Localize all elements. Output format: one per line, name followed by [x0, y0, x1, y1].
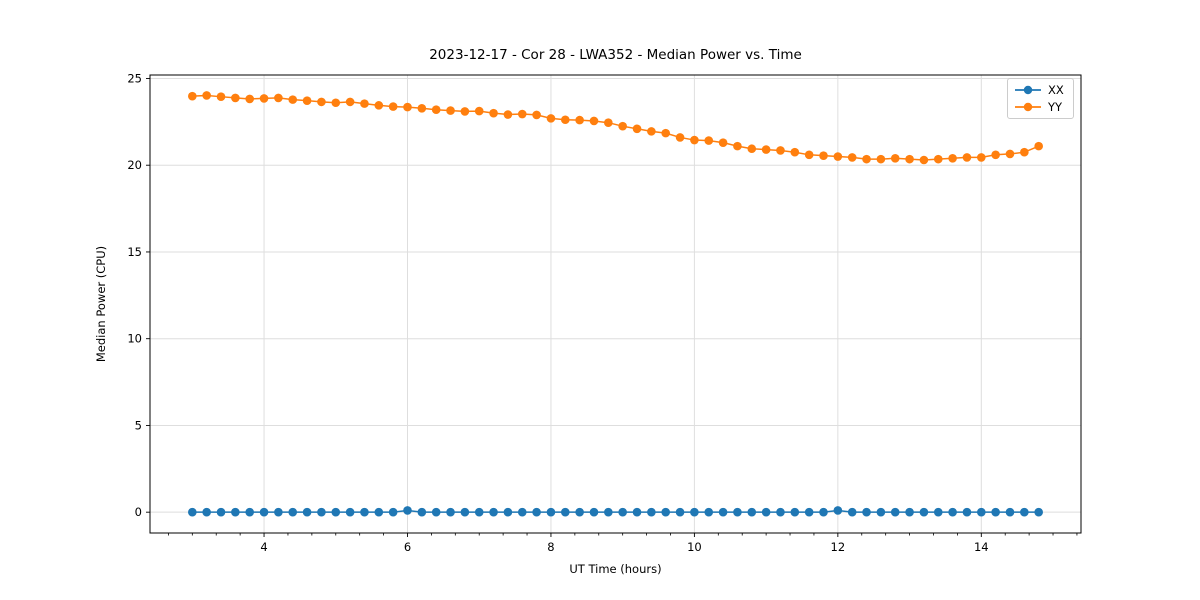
legend: XX YY: [1007, 78, 1074, 119]
y-tick-label: 15: [127, 245, 142, 259]
y-tick-label: 5: [135, 418, 142, 432]
gridlines: [150, 75, 1081, 533]
chart-title: 2023-12-17 - Cor 28 - LWA352 - Median Po…: [429, 47, 802, 63]
legend-label-yy: YY: [1048, 100, 1063, 114]
series-xx: [188, 506, 1043, 517]
y-tick-label: 10: [127, 332, 142, 346]
y-tick-label: 0: [135, 505, 142, 519]
legend-item-xx: XX: [1014, 83, 1064, 97]
x-tick-label: 8: [547, 540, 554, 554]
series-yy: [188, 91, 1043, 165]
x-tick-label: 4: [260, 540, 267, 554]
legend-marker-xx-icon: [1015, 85, 1041, 95]
x-axis-label: UT Time (hours): [569, 562, 662, 576]
axes-spines: [149, 74, 1082, 534]
legend-item-yy: YY: [1014, 100, 1064, 114]
y-tick-label: 25: [127, 71, 142, 85]
x-tick-label: 6: [404, 540, 411, 554]
legend-label-xx: XX: [1048, 83, 1064, 97]
x-tick-label: 12: [831, 540, 846, 554]
x-tick-label: 14: [974, 540, 989, 554]
x-ticks: 4 6 8 10 12 14: [260, 533, 989, 554]
x-tick-label: 10: [687, 540, 702, 554]
y-ticks: 0 5 10 15 20 25: [127, 71, 150, 519]
legend-marker-yy-icon: [1015, 102, 1041, 112]
y-tick-label: 20: [127, 158, 142, 172]
